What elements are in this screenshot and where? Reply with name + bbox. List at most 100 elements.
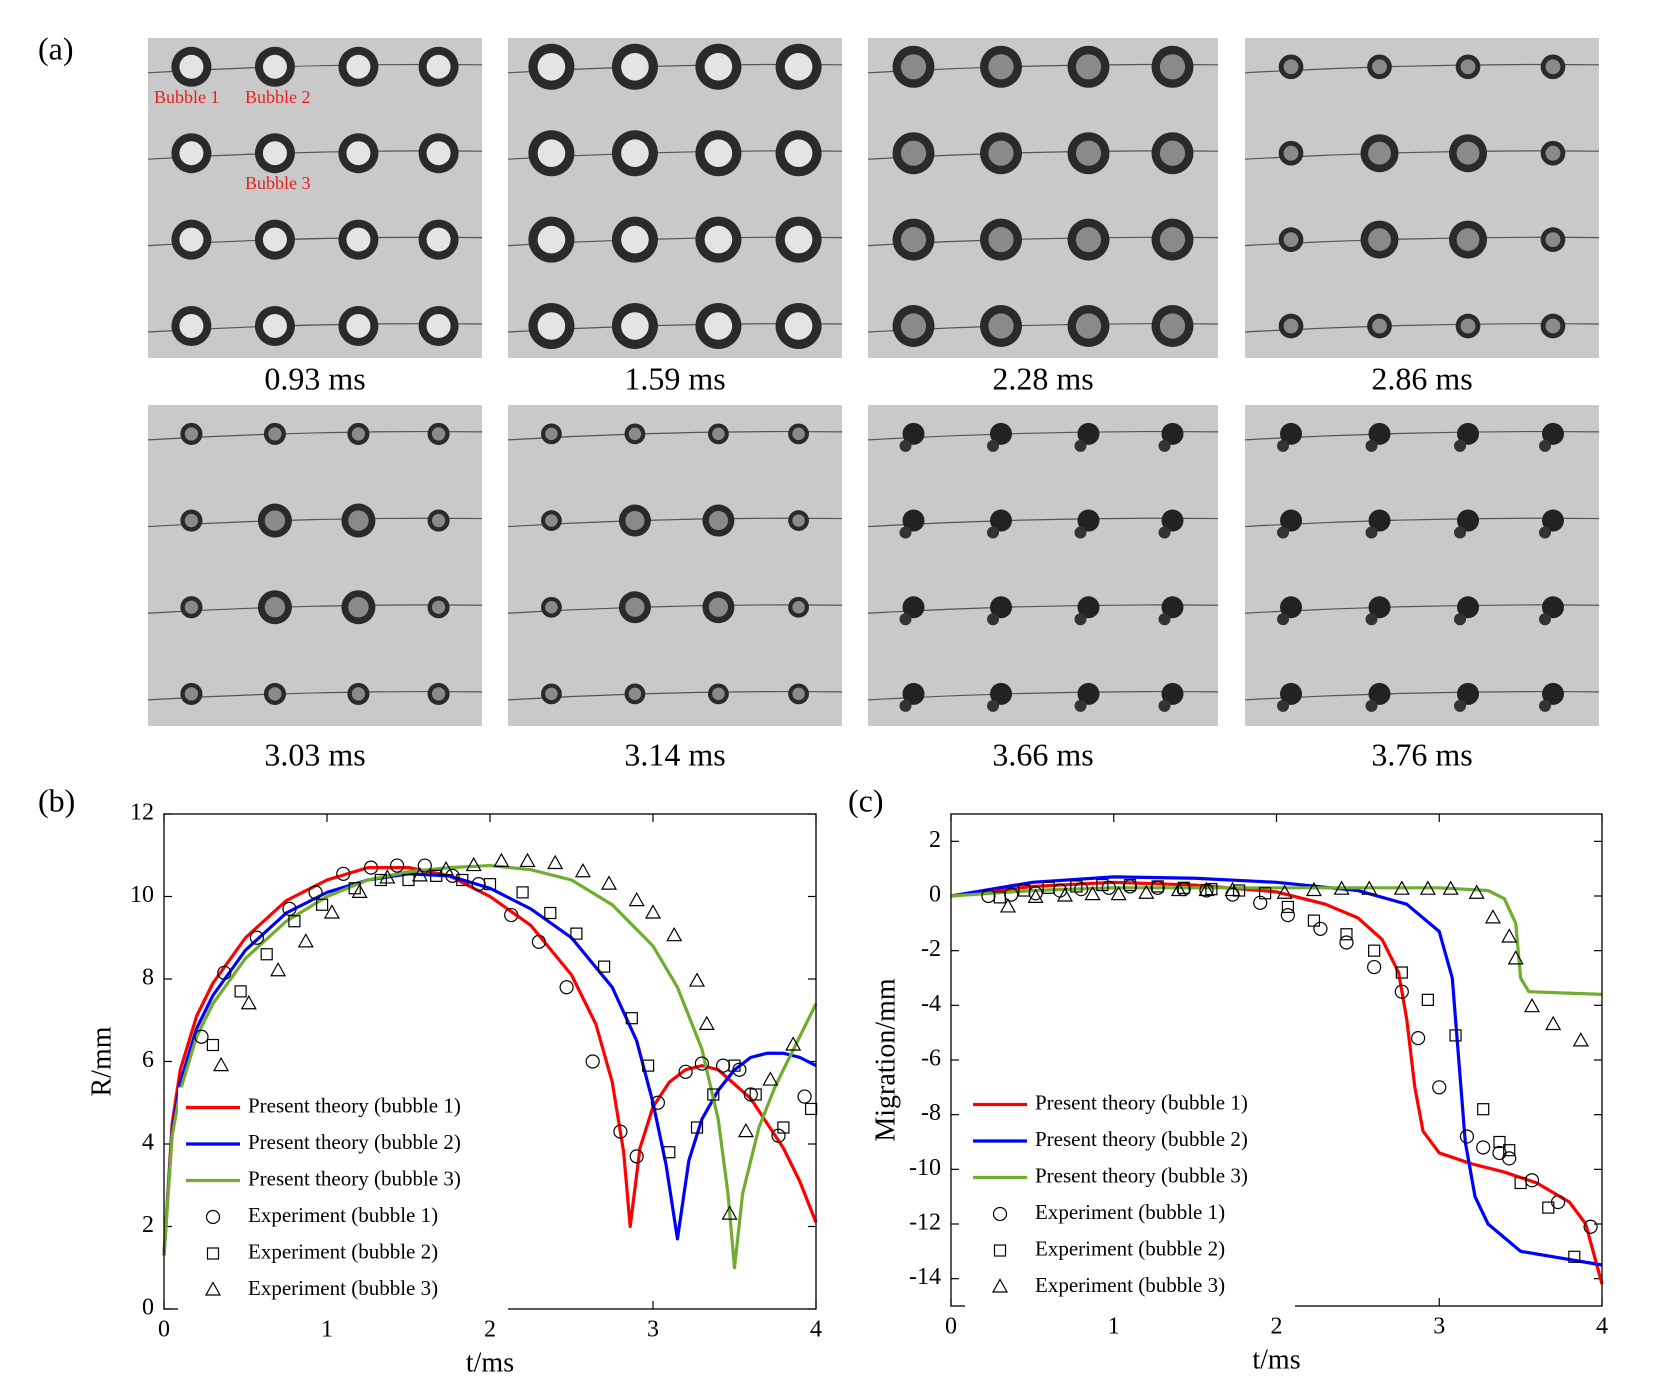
bubble-debris	[1277, 699, 1290, 712]
bubble-debris	[902, 422, 925, 445]
x-tick-label: 0	[158, 1317, 170, 1343]
bubble-core	[1159, 313, 1186, 339]
marker-square	[642, 1059, 655, 1072]
marker-circle	[732, 1062, 747, 1077]
bubble-core	[262, 141, 287, 166]
marker-triangle	[351, 883, 368, 898]
legend-box	[178, 1087, 508, 1310]
bubble-debris	[1161, 682, 1184, 705]
bubble-debris	[1457, 422, 1480, 445]
bubble-debris	[902, 682, 925, 705]
bubble-core	[1460, 318, 1476, 334]
marker-circle	[249, 930, 265, 945]
marker-triangle	[493, 852, 510, 868]
marker-square	[1493, 1135, 1506, 1149]
bubble-debris	[1368, 422, 1391, 445]
y-tick-label: 0	[142, 1295, 154, 1321]
bubble-core	[537, 139, 566, 167]
bubble-core	[431, 600, 446, 614]
marker-triangle	[721, 1205, 738, 1220]
marker-triangle	[1572, 1032, 1589, 1047]
bubble-core	[1075, 313, 1102, 339]
marker-square	[1503, 1144, 1516, 1157]
marker-circle	[694, 1056, 710, 1071]
bubble-core	[262, 227, 287, 252]
bubble-core	[792, 427, 805, 441]
bubble-core	[268, 427, 282, 441]
marker-square	[1514, 1176, 1527, 1190]
legend-label: Experiment (bubble 1)	[248, 1203, 438, 1227]
bubble-debris	[1280, 422, 1303, 445]
marker-square	[597, 960, 611, 973]
marker-triangle	[991, 1278, 1009, 1293]
marker-square	[1395, 966, 1408, 979]
x-tick-label: 1	[1108, 1314, 1120, 1340]
marker-triangle	[1333, 880, 1350, 895]
marker-circle	[1074, 882, 1089, 897]
marker-square	[206, 1038, 219, 1052]
bubble-core	[262, 314, 287, 338]
marker-triangle	[1027, 888, 1044, 903]
marker-square	[1307, 914, 1321, 927]
legend-label: Present theory (bubble 1)	[248, 1093, 461, 1117]
marker-square	[483, 878, 497, 891]
marker-triangle	[213, 1056, 230, 1072]
bubble-debris	[990, 422, 1012, 445]
marker-square	[1477, 1103, 1490, 1116]
marker-triangle	[1523, 997, 1541, 1013]
bubble-core	[262, 54, 287, 79]
marker-circle	[1432, 1080, 1447, 1095]
bubble-core	[708, 510, 729, 531]
bubble-debris	[1277, 613, 1290, 626]
bubble-debris	[1541, 422, 1564, 445]
y-axis-label: Migration/mm	[870, 978, 901, 1142]
bubble-debris	[990, 682, 1012, 705]
bubble-core	[179, 54, 204, 79]
marker-square	[625, 1012, 638, 1025]
x-tick-label: 3	[1433, 1314, 1445, 1340]
bubble-core	[704, 53, 733, 81]
bubble-debris	[1538, 439, 1551, 452]
photo-frame	[1245, 38, 1599, 358]
bubble-core	[346, 141, 371, 166]
marker-circle	[1313, 921, 1328, 936]
photo-frame	[508, 405, 842, 726]
marker-circle	[1367, 959, 1382, 975]
bubble-core	[1283, 145, 1299, 161]
bubble-core	[431, 687, 446, 701]
panel-label: (c)	[848, 782, 884, 818]
marker-triangle	[999, 898, 1016, 913]
bubble-debris	[1454, 526, 1467, 539]
legend-label: Present theory (bubble 2)	[248, 1130, 461, 1154]
marker-square	[430, 869, 443, 882]
bubble-debris	[1541, 596, 1564, 619]
marker-square	[1018, 884, 1031, 897]
legend-box	[965, 1084, 1295, 1307]
bubble-debris	[1074, 699, 1087, 712]
x-tick-label: 4	[810, 1317, 822, 1343]
marker-square	[456, 873, 469, 887]
marker-circle	[363, 860, 379, 875]
bubble-debris	[1077, 682, 1100, 705]
marker-square	[1259, 887, 1272, 900]
bubble-core	[351, 427, 366, 441]
y-axis-label: R/mm	[86, 1026, 117, 1096]
marker-circle	[650, 1095, 665, 1110]
marker-square	[374, 873, 387, 887]
bubble-core	[621, 312, 649, 340]
panel-label: (a)	[38, 30, 74, 66]
bubble-core	[900, 54, 927, 80]
marker-triangle	[297, 933, 314, 948]
marker-circle	[981, 888, 996, 904]
marker-triangle	[1468, 884, 1485, 899]
bubble-debris	[1538, 526, 1551, 539]
bubble-core	[1075, 140, 1102, 166]
y-tick-label: -4	[921, 991, 941, 1017]
bubble-core	[784, 139, 813, 167]
x-tick-label: 0	[945, 1314, 957, 1340]
bubble-core	[704, 312, 733, 340]
marker-square	[288, 915, 301, 928]
bubble-debris	[1454, 613, 1467, 626]
bubble-debris	[1454, 439, 1467, 452]
bubble-debris	[987, 439, 999, 452]
